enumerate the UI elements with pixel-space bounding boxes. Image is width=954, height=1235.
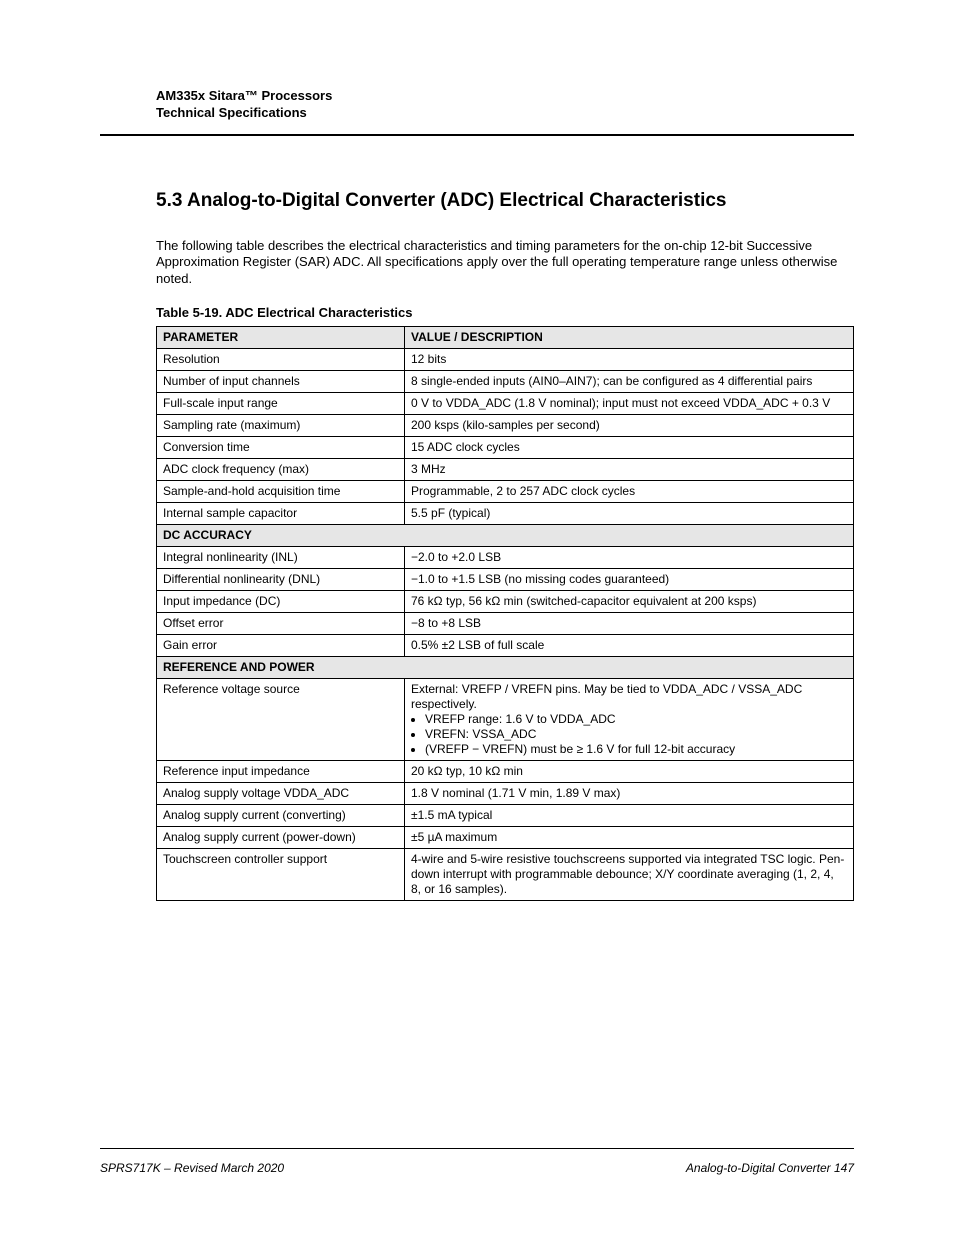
param-cell: Reference voltage source — [157, 678, 405, 760]
bullet-item: (VREFP − VREFN) must be ≥ 1.6 V for full… — [425, 742, 847, 757]
table-row: Internal sample capacitor5.5 pF (typical… — [157, 502, 854, 524]
value-cell: External: VREFP / VREFN pins. May be tie… — [405, 678, 854, 760]
param-cell: Gain error — [157, 634, 405, 656]
param-cell: Offset error — [157, 612, 405, 634]
value-cell: ±5 µA maximum — [405, 826, 854, 848]
value-cell: 200 ksps (kilo-samples per second) — [405, 414, 854, 436]
intro-paragraph: The following table describes the electr… — [156, 238, 854, 287]
value-cell: 1.8 V nominal (1.71 V min, 1.89 V max) — [405, 782, 854, 804]
bullet-item: VREFN: VSSA_ADC — [425, 727, 847, 742]
value-cell: 0.5% ±2 LSB of full scale — [405, 634, 854, 656]
value-cell: 0 V to VDDA_ADC (1.8 V nominal); input m… — [405, 392, 854, 414]
table-row: Sampling rate (maximum)200 ksps (kilo-sa… — [157, 414, 854, 436]
param-cell: Full-scale input range — [157, 392, 405, 414]
param-cell: Analog supply voltage VDDA_ADC — [157, 782, 405, 804]
param-cell: Integral nonlinearity (INL) — [157, 546, 405, 568]
value-cell: 4-wire and 5-wire resistive touchscreens… — [405, 848, 854, 900]
table-row: Conversion time15 ADC clock cycles — [157, 436, 854, 458]
table-row: Integral nonlinearity (INL)−2.0 to +2.0 … — [157, 546, 854, 568]
value-cell: 76 kΩ typ, 56 kΩ min (switched-capacitor… — [405, 590, 854, 612]
value-cell: 5.5 pF (typical) — [405, 502, 854, 524]
value-cell: 20 kΩ typ, 10 kΩ min — [405, 760, 854, 782]
param-cell: Analog supply current (converting) — [157, 804, 405, 826]
table-row: Offset error−8 to +8 LSB — [157, 612, 854, 634]
param-cell: Sample-and-hold acquisition time — [157, 480, 405, 502]
param-cell: DC ACCURACY — [157, 524, 854, 546]
value-cell: 8 single-ended inputs (AIN0–AIN7); can b… — [405, 370, 854, 392]
table-header-parameter: PARAMETER — [157, 326, 405, 348]
table-header-row: PARAMETER VALUE / DESCRIPTION — [157, 326, 854, 348]
table-row: Differential nonlinearity (DNL)−1.0 to +… — [157, 568, 854, 590]
param-cell: Input impedance (DC) — [157, 590, 405, 612]
param-cell: Resolution — [157, 348, 405, 370]
value-cell: −2.0 to +2.0 LSB — [405, 546, 854, 568]
doc-title-line1: AM335x Sitara™ Processors — [156, 88, 854, 103]
table-row: Input impedance (DC)76 kΩ typ, 56 kΩ min… — [157, 590, 854, 612]
value-cell: −8 to +8 LSB — [405, 612, 854, 634]
table-header-value: VALUE / DESCRIPTION — [405, 326, 854, 348]
table-row: ADC clock frequency (max)3 MHz — [157, 458, 854, 480]
footer-right: Analog-to-Digital Converter 147 — [686, 1161, 854, 1175]
footer-left: SPRS717K – Revised March 2020 — [100, 1161, 284, 1175]
table-row: Reference voltage sourceExternal: VREFP … — [157, 678, 854, 760]
value-cell: −1.0 to +1.5 LSB (no missing codes guara… — [405, 568, 854, 590]
param-cell: Conversion time — [157, 436, 405, 458]
table-row: Gain error0.5% ±2 LSB of full scale — [157, 634, 854, 656]
value-cell: ±1.5 mA typical — [405, 804, 854, 826]
table-row: Number of input channels8 single-ended i… — [157, 370, 854, 392]
param-cell: Analog supply current (power-down) — [157, 826, 405, 848]
table-row: Reference input impedance20 kΩ typ, 10 k… — [157, 760, 854, 782]
value-cell: 15 ADC clock cycles — [405, 436, 854, 458]
bullet-item: VREFP range: 1.6 V to VDDA_ADC — [425, 712, 847, 727]
page: AM335x Sitara™ Processors Technical Spec… — [0, 0, 954, 1235]
table-caption: Table 5-19. ADC Electrical Characteristi… — [156, 305, 854, 320]
page-footer: SPRS717K – Revised March 2020 Analog-to-… — [100, 1161, 854, 1175]
table-row: Full-scale input range0 V to VDDA_ADC (1… — [157, 392, 854, 414]
value-cell: 12 bits — [405, 348, 854, 370]
param-cell: Internal sample capacitor — [157, 502, 405, 524]
section-heading: 5.3 Analog-to-Digital Converter (ADC) El… — [156, 190, 854, 212]
table-row: REFERENCE AND POWER — [157, 656, 854, 678]
spec-table: PARAMETER VALUE / DESCRIPTION Resolution… — [156, 326, 854, 901]
value-cell: 3 MHz — [405, 458, 854, 480]
table-row: Resolution12 bits — [157, 348, 854, 370]
param-cell: REFERENCE AND POWER — [157, 656, 854, 678]
value-cell: Programmable, 2 to 257 ADC clock cycles — [405, 480, 854, 502]
table-row: Analog supply voltage VDDA_ADC1.8 V nomi… — [157, 782, 854, 804]
page-header: AM335x Sitara™ Processors Technical Spec… — [156, 88, 854, 120]
param-cell: Touchscreen controller support — [157, 848, 405, 900]
footer-rule — [100, 1148, 854, 1149]
table-row: Sample-and-hold acquisition timeProgramm… — [157, 480, 854, 502]
table-row: Analog supply current (power-down)±5 µA … — [157, 826, 854, 848]
param-cell: ADC clock frequency (max) — [157, 458, 405, 480]
table-row: DC ACCURACY — [157, 524, 854, 546]
header-rule — [100, 134, 854, 136]
doc-title-line2: Technical Specifications — [156, 105, 854, 120]
param-cell: Sampling rate (maximum) — [157, 414, 405, 436]
table-row: Analog supply current (converting)±1.5 m… — [157, 804, 854, 826]
table-row: Touchscreen controller support4-wire and… — [157, 848, 854, 900]
param-cell: Number of input channels — [157, 370, 405, 392]
param-cell: Reference input impedance — [157, 760, 405, 782]
param-cell: Differential nonlinearity (DNL) — [157, 568, 405, 590]
